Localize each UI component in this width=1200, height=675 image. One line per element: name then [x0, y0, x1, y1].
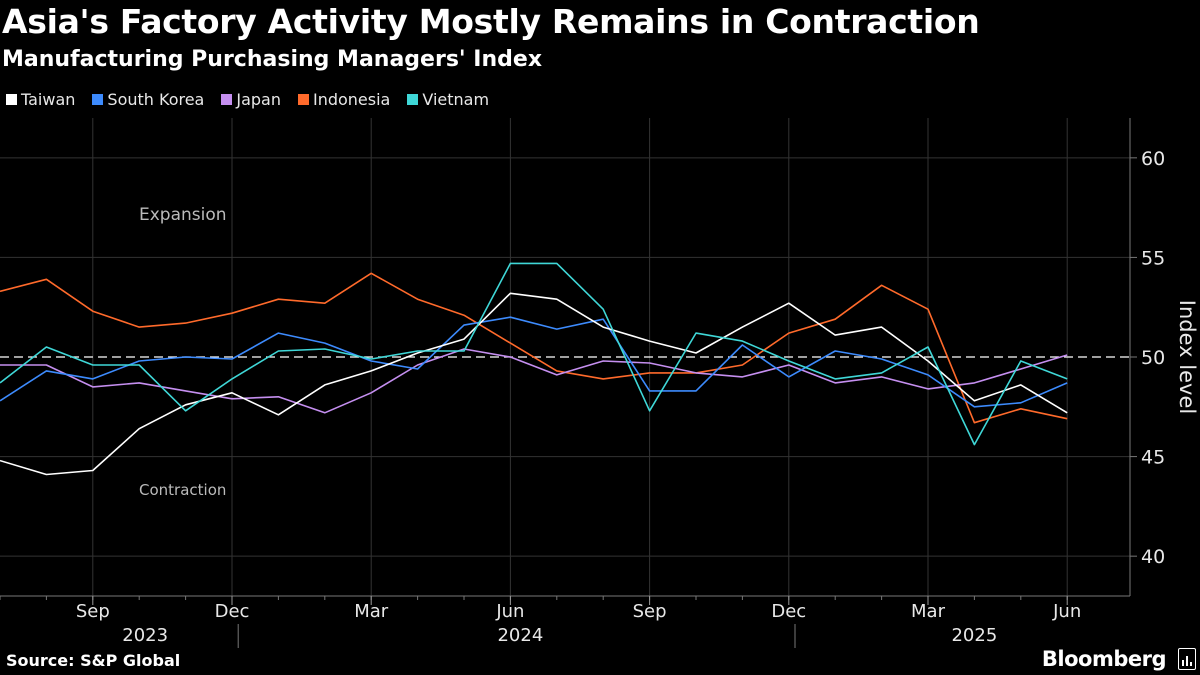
legend-label-taiwan: Taiwan: [21, 90, 76, 109]
chart-title: Asia's Factory Activity Mostly Remains i…: [2, 2, 980, 41]
year-label-2025: 2025: [951, 625, 997, 646]
x-tick-label-dec-2024-12: Dec: [771, 601, 806, 622]
y-tick-label-60: 60: [1141, 148, 1165, 170]
x-tick-label-jun-2024-06: Jun: [495, 601, 524, 622]
legend-item-japan: Japan: [221, 90, 281, 109]
series-line-japan: [0, 348, 1068, 414]
legend-item-south-korea: South Korea: [92, 90, 204, 109]
legend-swatch-vietnam: [407, 94, 419, 105]
legend-item-vietnam: Vietnam: [407, 90, 489, 109]
legend-label-indonesia: Indonesia: [312, 90, 391, 109]
legend-item-taiwan: Taiwan: [6, 90, 75, 109]
x-tick-label-mar-2025-03: Mar: [911, 601, 946, 622]
y-tick-label-45: 45: [1141, 447, 1165, 469]
legend-label-vietnam: Vietnam: [422, 90, 490, 109]
bloomberg-logo: Bloomberg: [1041, 647, 1167, 671]
x-tick-label-dec-2023-12: Dec: [215, 601, 250, 622]
annotation-contraction: Contraction: [139, 481, 226, 499]
series-line-indonesia: [0, 272, 1068, 424]
year-label-2023: 2023: [122, 625, 168, 646]
legend-swatch-south-korea: [92, 94, 104, 105]
series-line-south-korea: [0, 316, 1068, 408]
bloomberg-chart-icon: [1178, 648, 1196, 670]
legend-swatch-indonesia: [297, 94, 309, 105]
legend-swatch-japan: [221, 94, 233, 105]
annotation-expansion: Expansion: [139, 205, 227, 225]
legend-label-south-korea: South Korea: [107, 90, 205, 109]
legend-swatch-taiwan: [6, 94, 17, 105]
x-tick-label-jun-2025-06: Jun: [1052, 601, 1081, 622]
x-tick-label-mar-2024-03: Mar: [354, 601, 389, 622]
legend-label-japan: Japan: [236, 90, 281, 109]
y-tick-label-50: 50: [1141, 347, 1165, 369]
y-tick-label-55: 55: [1141, 247, 1165, 269]
source-note: Source: S&P Global: [6, 651, 181, 670]
year-label-2024: 2024: [497, 625, 543, 646]
legend: Taiwan South Korea Japan Indonesia Vietn…: [6, 90, 506, 109]
y-axis-title: Index level: [1175, 300, 1199, 414]
chart-subtitle: Manufacturing Purchasing Managers' Index: [2, 47, 543, 72]
x-tick-label-sep-2024-09: Sep: [633, 601, 667, 622]
y-tick-label-40: 40: [1141, 546, 1165, 568]
series-line-taiwan: [0, 292, 1068, 476]
legend-item-indonesia: Indonesia: [297, 90, 391, 109]
x-tick-label-sep-2023-09: Sep: [76, 601, 110, 622]
series-line-vietnam: [0, 262, 1068, 446]
